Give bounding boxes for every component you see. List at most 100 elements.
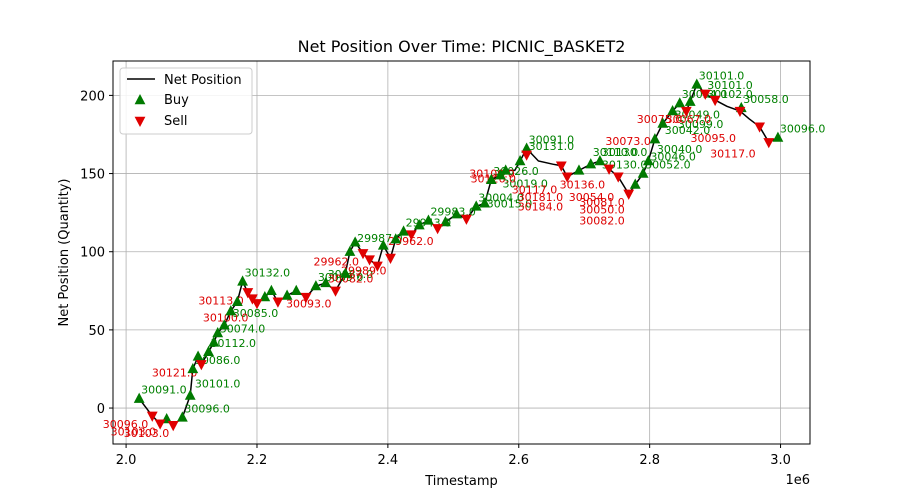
sell-marker xyxy=(364,255,375,266)
sell-price-label: 30117.0 xyxy=(710,147,756,160)
buy-price-label: 30040.0 xyxy=(657,143,703,156)
buy-marker xyxy=(674,97,686,108)
buy-marker xyxy=(594,155,606,166)
x-tick-label: 2.6 xyxy=(508,453,529,468)
sell-price-label: 30067.0 xyxy=(666,113,712,126)
buy-price-label: 30015.0 xyxy=(487,198,533,211)
buy-marker xyxy=(377,239,389,250)
buy-marker xyxy=(184,389,196,400)
buy-price-label: 30112.0 xyxy=(211,337,257,350)
sell-marker xyxy=(763,138,775,149)
sell-marker xyxy=(699,89,711,100)
sell-price-label: 29962.0 xyxy=(388,235,434,248)
buy-marker xyxy=(310,280,322,291)
net-position-series xyxy=(138,82,779,427)
buy-price-label: 30099.0 xyxy=(678,118,724,131)
buy-marker xyxy=(573,164,585,175)
legend-label-buy: Buy xyxy=(164,93,189,108)
x-tick-label: 2.2 xyxy=(247,453,268,468)
buy-marker xyxy=(398,225,409,236)
legend-label-sell: Sell xyxy=(164,114,187,129)
sell-marker xyxy=(754,122,766,133)
buy-price-label: 30091.0 xyxy=(529,134,575,147)
buy-marker xyxy=(320,276,332,288)
x-tick-label: 2.4 xyxy=(378,453,399,468)
buy-price-label: 30096.0 xyxy=(184,402,230,415)
x-axis: 2.0 2.2 2.4 2.6 2.8 3.0 xyxy=(116,444,791,468)
buy-marker xyxy=(629,178,641,189)
sell-marker xyxy=(555,161,567,172)
buy-marker xyxy=(440,216,451,227)
sell-price-label: 30050.0 xyxy=(579,204,625,217)
buy-marker xyxy=(521,142,533,153)
buy-marker xyxy=(479,197,491,208)
y-tick-label: 50 xyxy=(88,324,105,339)
buy-marker xyxy=(667,105,678,116)
buy-marker xyxy=(413,219,425,230)
sell-marker xyxy=(272,297,284,308)
buy-marker xyxy=(203,345,214,356)
x-tick-label: 2.0 xyxy=(116,453,137,468)
buy-marker xyxy=(344,245,356,256)
sell-marker xyxy=(385,253,396,264)
buy-marker xyxy=(423,214,434,225)
buy-marker xyxy=(133,392,145,403)
sell-marker xyxy=(242,288,254,299)
buy-marker xyxy=(495,169,506,180)
buy-marker xyxy=(451,208,462,219)
sell-price-label: 30096.0 xyxy=(103,418,149,431)
y-tick-label: 0 xyxy=(97,402,105,417)
buy-marker xyxy=(192,350,204,361)
buy-marker xyxy=(265,284,277,295)
x-tick-label: 2.8 xyxy=(639,453,660,468)
buy-marker xyxy=(259,291,271,302)
legend-sell-marker-icon xyxy=(134,116,146,127)
legend-box xyxy=(119,67,253,135)
buy-marker xyxy=(349,236,361,247)
buy-price-label: 30130.0 xyxy=(602,146,648,159)
buy-marker xyxy=(237,275,248,286)
buy-price-label: 30019.0 xyxy=(502,177,548,190)
sell-marker xyxy=(195,360,207,371)
y-tick-label: 100 xyxy=(80,246,105,261)
buy-price-label: 30087.0 xyxy=(328,268,374,281)
buy-marker xyxy=(187,362,199,374)
sell-price-label: 29989.0 xyxy=(341,265,387,278)
sell-price-label: 30121.0 xyxy=(152,366,198,379)
sell-price-label: 30081.0 xyxy=(579,196,625,209)
sell-price-label: 30103.0 xyxy=(124,427,170,440)
sell-marker xyxy=(167,421,179,432)
buy-marker xyxy=(281,289,293,300)
sell-price-label: 30093.0 xyxy=(286,297,332,310)
buy-marker xyxy=(500,164,512,175)
y-axis: 0 50 100 150 200 xyxy=(80,89,113,417)
chart-title: Net Position Over Time: PICNIC_BASKET2 xyxy=(298,37,626,57)
buy-marker xyxy=(470,200,482,211)
buy-marker xyxy=(485,173,497,185)
sell-price-label: 30075.0 xyxy=(637,113,683,126)
buy-price-label: 30058.0 xyxy=(743,93,789,106)
buy-marker xyxy=(585,158,597,169)
legend-buy-marker-icon xyxy=(134,94,146,105)
sell-marker xyxy=(357,249,369,260)
sell-price-label: 30082.0 xyxy=(579,215,625,228)
y-tick-label: 200 xyxy=(80,89,105,104)
sell-marker xyxy=(521,150,533,161)
sell-price-label: 30082.0 xyxy=(328,272,374,285)
sell-marker xyxy=(154,419,166,430)
sell-marker xyxy=(734,106,746,118)
buy-price-label: 30091.0 xyxy=(141,384,187,397)
plot-area-frame xyxy=(112,60,811,445)
buy-marker xyxy=(231,295,243,306)
buy-price-label: 30004.0 xyxy=(478,191,524,204)
x-axis-label: Timestamp xyxy=(424,474,498,489)
buy-marker xyxy=(290,284,302,295)
y-tick-label: 150 xyxy=(80,168,105,183)
sell-marker xyxy=(603,164,615,175)
sell-marker xyxy=(251,299,263,310)
buy-marker xyxy=(691,78,703,89)
buy-marker xyxy=(657,117,669,128)
sell-price-label: 30184.0 xyxy=(518,201,564,214)
buy-price-label: 30101.0 xyxy=(707,79,753,92)
buy-marker xyxy=(637,167,649,178)
